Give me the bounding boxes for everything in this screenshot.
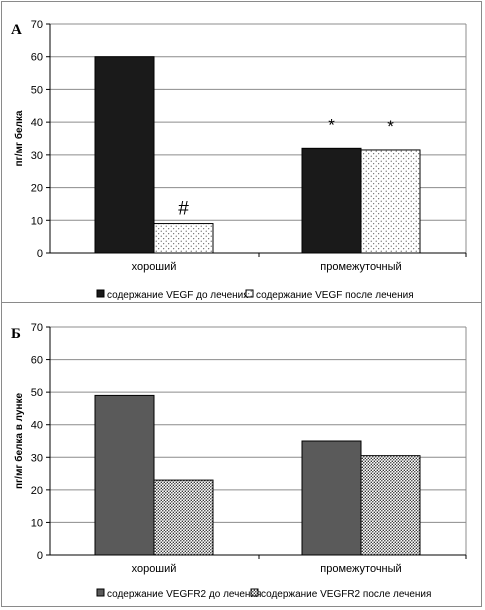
category-label: хороший (132, 563, 177, 575)
category-label: хороший (132, 261, 177, 273)
y-tick-label: 40 (31, 117, 43, 129)
y-tick-label: 50 (31, 387, 43, 399)
panel-letter-b: Б (11, 326, 21, 342)
legend-label: содержание VEGF до лечения (107, 290, 249, 301)
legend-label: содержание VEGF после лечения (256, 290, 414, 301)
y-tick-label: 30 (31, 150, 43, 162)
bar-after-intermediate (360, 149, 421, 254)
y-axis-title: пг/мг белка (13, 110, 25, 166)
annotation-asterisk: * (387, 117, 394, 136)
y-tick-label: 60 (31, 355, 43, 367)
y-tick-label: 60 (31, 52, 43, 64)
bar-after-good (153, 223, 214, 254)
bar-before-intermediate (301, 147, 362, 254)
legend-swatch (96, 588, 105, 597)
y-tick-label: 70 (31, 19, 43, 31)
chart-b: 0 10 20 30 40 50 60 70 хороший промежуточный пг/мг… (13, 322, 467, 600)
annotation-hash: # (178, 199, 189, 220)
y-tick-label: 40 (31, 420, 43, 432)
y-tick-label: 10 (31, 215, 43, 227)
panel-divider (2, 302, 481, 303)
panel-letter-a: А (11, 22, 22, 38)
chart-a: 0 10 20 30 40 50 60 70 # * * хороший промежуточный пг… (13, 19, 467, 301)
bar-before-intermediate (301, 440, 362, 556)
y-tick-label: 20 (31, 485, 43, 497)
bar-after-intermediate (360, 455, 421, 556)
bar-before-good (94, 56, 155, 254)
y-tick-label: 0 (37, 550, 43, 562)
legend-swatch (96, 289, 105, 298)
y-tick-label: 30 (31, 452, 43, 464)
y-tick-label: 70 (31, 322, 43, 334)
y-tick-label: 0 (37, 248, 43, 260)
annotation-asterisk: * (328, 115, 335, 134)
legend-label: содержание VEGFR2 до лечения (107, 589, 261, 600)
legend-swatch (245, 289, 254, 298)
legend-label: содержание VEGFR2 после лечения (261, 589, 431, 600)
category-label: промежуточный (320, 261, 401, 273)
y-tick-label: 10 (31, 517, 43, 529)
bar-after-good (153, 479, 214, 556)
bar-before-good (94, 394, 155, 556)
legend-swatch (250, 588, 259, 597)
y-tick-label: 20 (31, 183, 43, 195)
y-axis-title: пг/мг белка в лунке (13, 393, 25, 490)
category-label: промежуточный (320, 563, 401, 575)
y-tick-label: 50 (31, 84, 43, 96)
